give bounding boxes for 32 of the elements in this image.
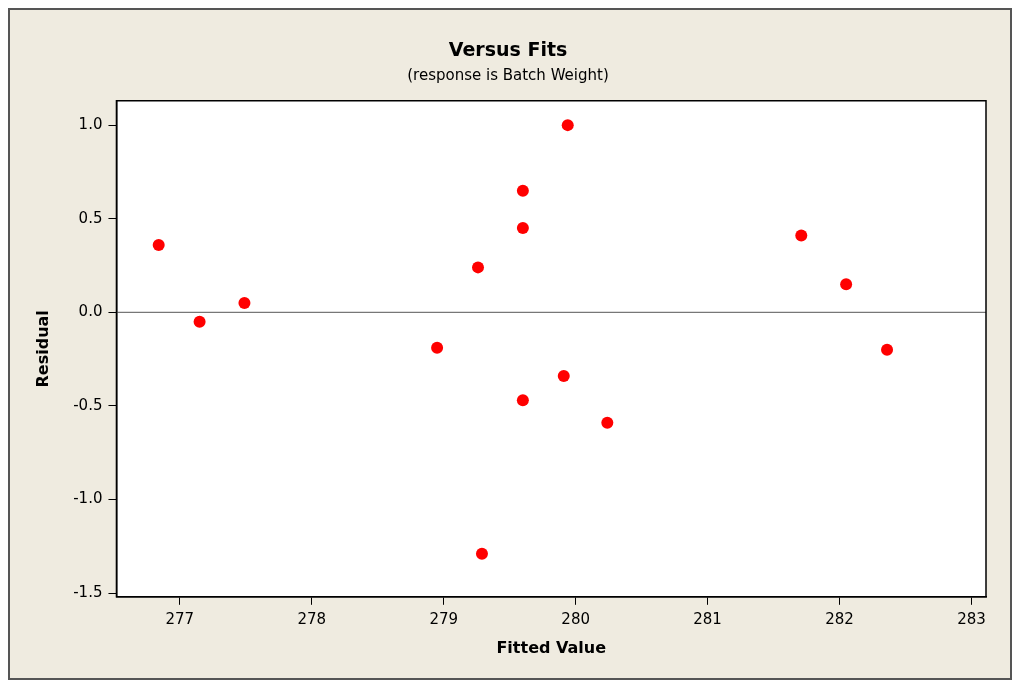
x-tick-label: 277	[165, 609, 195, 628]
point	[193, 315, 206, 328]
y-tick-label: 1.0	[78, 115, 103, 134]
chart-title: Versus Fits	[448, 38, 568, 61]
point	[516, 394, 529, 407]
y-tick-label: -1.0	[73, 489, 103, 508]
point	[881, 343, 894, 356]
y-tick-label: -1.5	[73, 582, 103, 601]
y-tick-label: 0.0	[78, 302, 103, 321]
point	[557, 369, 570, 382]
point	[601, 416, 614, 429]
point	[795, 229, 808, 242]
x-tick-label: 283	[957, 609, 986, 628]
x-tick-label: 282	[825, 609, 854, 628]
point	[152, 238, 165, 251]
point	[516, 222, 529, 235]
point	[516, 184, 529, 197]
y-axis-title: Residual	[32, 310, 52, 388]
x-tick-label: 278	[297, 609, 327, 628]
point	[561, 119, 574, 132]
chart-subtitle: (response is Batch Weight)	[407, 65, 609, 84]
point	[472, 261, 484, 274]
point	[475, 547, 488, 560]
y-tick-label: 0.5	[78, 208, 103, 227]
x-tick-label: 280	[561, 609, 590, 628]
x-tick-label: 281	[693, 609, 722, 628]
y-tick-label: -0.5	[73, 395, 103, 414]
x-tick-label: 279	[429, 609, 459, 628]
point	[431, 341, 444, 354]
x-axis-title: Fitted Value	[496, 637, 607, 657]
point	[238, 296, 251, 309]
point	[840, 278, 853, 291]
